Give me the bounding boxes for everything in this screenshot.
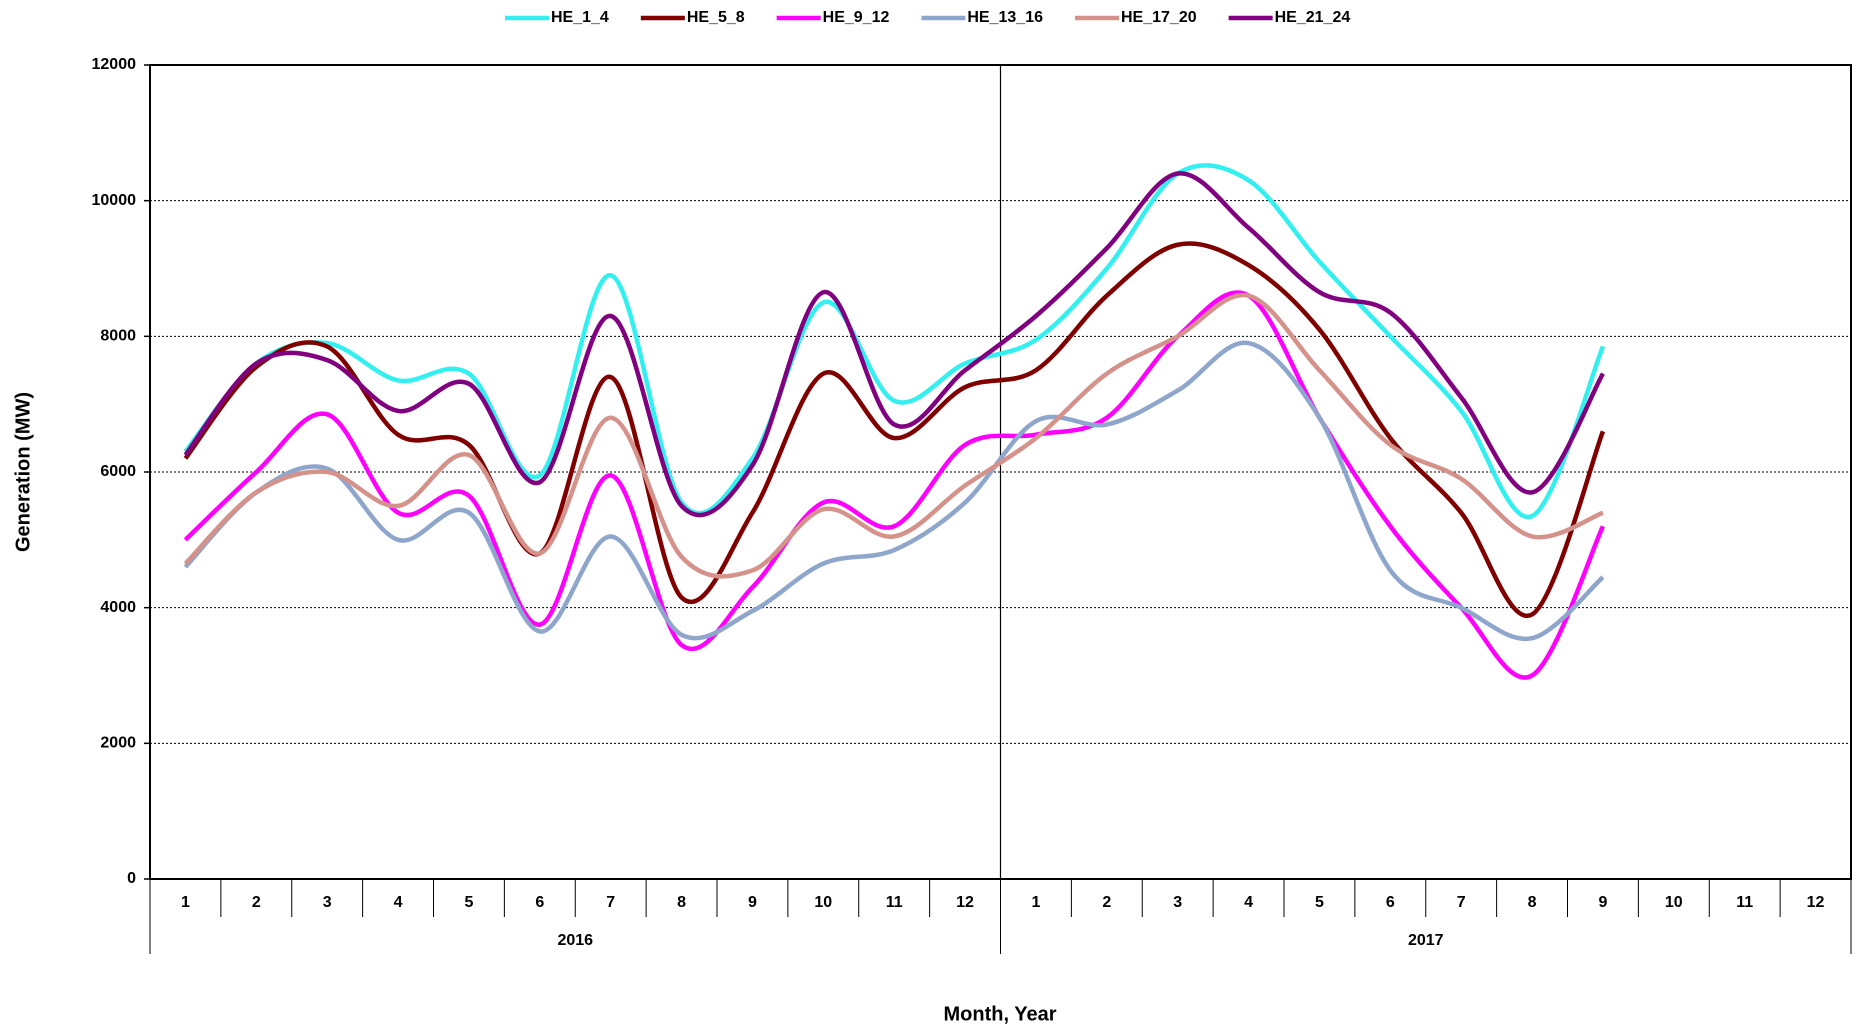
y-axis-title: Generation (MW) xyxy=(12,392,34,552)
series-line xyxy=(183,163,1606,520)
x-tick-label: 5 xyxy=(1315,894,1324,911)
x-tick-label: 3 xyxy=(323,894,332,911)
y-tick-label: 0 xyxy=(127,870,136,887)
x-tick-label: 8 xyxy=(677,894,686,911)
x-tick-label: 4 xyxy=(394,894,403,911)
x-tick-label: 11 xyxy=(1736,894,1753,911)
x-tick-label: 8 xyxy=(1528,894,1537,911)
legend-label: HE_17_20 xyxy=(1121,9,1197,26)
x-tick-label: 10 xyxy=(1665,894,1683,911)
x-tick-label: 10 xyxy=(814,894,832,911)
x-tick-label: 12 xyxy=(956,894,974,911)
y-tick-label: 10000 xyxy=(92,192,137,209)
series-line xyxy=(183,290,1605,680)
x-group-label: 2016 xyxy=(557,932,593,949)
legend-label: HE_9_12 xyxy=(823,9,890,26)
x-tick-label: 6 xyxy=(535,894,544,911)
x-tick-label: 9 xyxy=(748,894,757,911)
y-tick-label: 8000 xyxy=(100,328,136,345)
legend-label: HE_1_4 xyxy=(551,9,609,26)
x-group-label: 2017 xyxy=(1408,932,1444,949)
x-tick-label: 3 xyxy=(1173,894,1182,911)
series-line xyxy=(183,241,1606,619)
legend-label: HE_13_16 xyxy=(967,9,1043,26)
x-tick-label: 6 xyxy=(1386,894,1395,911)
x-tick-label: 1 xyxy=(181,894,190,911)
series-line xyxy=(183,171,1605,518)
x-axis-title: Month, Year xyxy=(944,1003,1057,1025)
y-tick-label: 6000 xyxy=(100,463,136,480)
x-tick-label: 4 xyxy=(1244,894,1253,911)
x-tick-label: 11 xyxy=(886,894,903,911)
x-tick-label: 2 xyxy=(1102,894,1111,911)
plot-frame xyxy=(149,64,1852,880)
series-line xyxy=(183,292,1604,579)
x-tick-label: 5 xyxy=(464,894,473,911)
y-tick-label: 12000 xyxy=(92,56,137,73)
y-tick-label: 2000 xyxy=(100,735,136,752)
y-tick-label: 4000 xyxy=(100,599,136,616)
x-tick-label: 7 xyxy=(606,894,615,911)
x-tick-label: 7 xyxy=(1457,894,1466,911)
x-tick-label: 9 xyxy=(1598,894,1607,911)
x-tick-label: 12 xyxy=(1807,894,1825,911)
x-tick-label: 2 xyxy=(252,894,261,911)
x-tick-label: 1 xyxy=(1031,894,1040,911)
legend-label: HE_21_24 xyxy=(1275,9,1351,26)
legend-label: HE_5_8 xyxy=(687,9,745,26)
series-line xyxy=(183,340,1605,642)
